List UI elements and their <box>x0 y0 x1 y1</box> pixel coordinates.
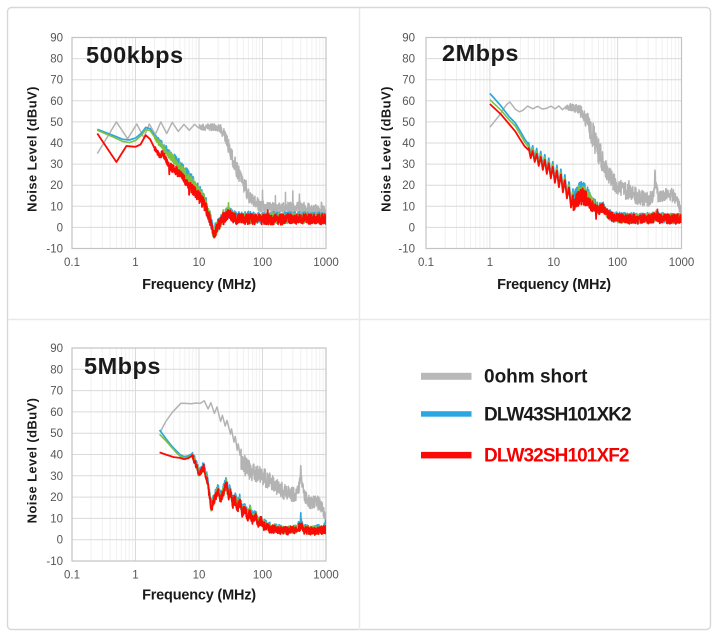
svg-text:0: 0 <box>57 222 63 234</box>
svg-text:90: 90 <box>50 343 63 355</box>
svg-text:0: 0 <box>57 535 63 547</box>
svg-text:70: 70 <box>402 75 415 87</box>
svg-text:100: 100 <box>608 257 627 269</box>
svg-text:90: 90 <box>50 33 63 45</box>
svg-text:1000: 1000 <box>313 257 339 269</box>
svg-text:20: 20 <box>50 492 63 504</box>
svg-text:50: 50 <box>50 117 63 129</box>
svg-text:0.1: 0.1 <box>418 257 434 269</box>
svg-text:Frequency (MHz): Frequency (MHz) <box>142 588 256 604</box>
svg-text:70: 70 <box>50 75 63 87</box>
svg-text:DLW43SH101XK2: DLW43SH101XK2 <box>484 405 631 426</box>
svg-text:Noise Level (dBuV): Noise Level (dBuV) <box>379 86 394 212</box>
svg-text:90: 90 <box>402 33 415 45</box>
svg-text:60: 60 <box>50 96 63 108</box>
svg-text:5Mbps: 5Mbps <box>84 353 161 379</box>
svg-text:-10: -10 <box>46 244 63 256</box>
svg-text:100: 100 <box>253 257 272 269</box>
svg-text:10: 10 <box>547 257 560 269</box>
svg-text:80: 80 <box>50 54 63 66</box>
svg-text:500kbps: 500kbps <box>86 42 184 68</box>
svg-text:30: 30 <box>402 159 415 171</box>
svg-text:40: 40 <box>50 138 63 150</box>
svg-text:1000: 1000 <box>669 257 695 269</box>
svg-text:70: 70 <box>50 386 63 398</box>
svg-text:20: 20 <box>402 180 415 192</box>
svg-text:50: 50 <box>402 117 415 129</box>
svg-text:1: 1 <box>132 257 138 269</box>
svg-text:10: 10 <box>402 201 415 213</box>
svg-text:10: 10 <box>50 513 63 525</box>
svg-text:0ohm short: 0ohm short <box>484 367 588 388</box>
svg-text:0.1: 0.1 <box>64 569 80 581</box>
svg-text:10: 10 <box>193 569 206 581</box>
svg-text:Frequency (MHz): Frequency (MHz) <box>497 277 611 293</box>
svg-text:40: 40 <box>50 450 63 462</box>
svg-text:20: 20 <box>50 180 63 192</box>
svg-text:Frequency (MHz): Frequency (MHz) <box>142 277 256 293</box>
svg-text:10: 10 <box>50 201 63 213</box>
svg-text:10: 10 <box>193 257 206 269</box>
svg-text:-10: -10 <box>398 244 415 256</box>
svg-text:30: 30 <box>50 471 63 483</box>
svg-text:50: 50 <box>50 428 63 440</box>
svg-text:0.1: 0.1 <box>64 257 80 269</box>
svg-text:-10: -10 <box>46 556 63 568</box>
svg-text:1: 1 <box>487 257 493 269</box>
svg-text:60: 60 <box>50 407 63 419</box>
svg-text:80: 80 <box>402 54 415 66</box>
svg-text:Noise Level (dBuV): Noise Level (dBuV) <box>25 398 40 524</box>
svg-text:80: 80 <box>50 364 63 376</box>
svg-text:30: 30 <box>50 159 63 171</box>
svg-text:100: 100 <box>253 569 272 581</box>
svg-text:0: 0 <box>409 222 415 234</box>
svg-text:60: 60 <box>402 96 415 108</box>
svg-text:40: 40 <box>402 138 415 150</box>
svg-text:2Mbps: 2Mbps <box>442 40 519 66</box>
svg-text:1: 1 <box>132 569 138 581</box>
svg-text:DLW32SH101XF2: DLW32SH101XF2 <box>484 446 629 467</box>
svg-text:Noise Level (dBuV): Noise Level (dBuV) <box>25 86 40 212</box>
svg-text:1000: 1000 <box>313 569 339 581</box>
